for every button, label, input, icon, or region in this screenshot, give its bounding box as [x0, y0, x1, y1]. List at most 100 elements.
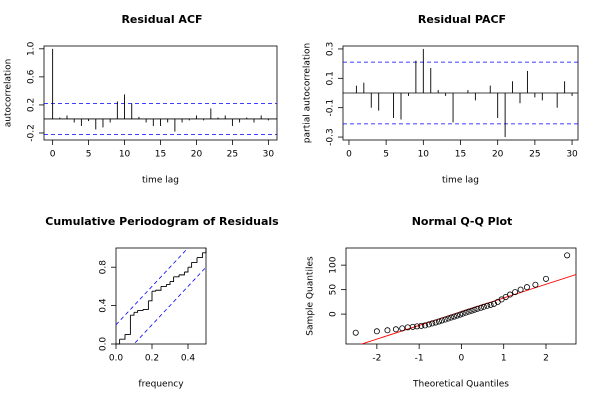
x-axis-label: Theoretical Quantiles — [412, 380, 509, 390]
x-tick-label: -2 — [372, 354, 381, 364]
step-segment — [143, 300, 149, 310]
point — [352, 329, 359, 336]
step-segment — [116, 339, 121, 345]
y-tick-label: 0.3 — [326, 42, 336, 56]
point — [517, 286, 524, 293]
y-tick-label: 0.0 — [99, 337, 109, 352]
x-tick-label: -1 — [415, 354, 424, 364]
x-tick-label: 10 — [119, 150, 131, 160]
x-tick-label: 0 — [346, 150, 352, 160]
point — [399, 325, 406, 332]
x-tick-label: 5 — [86, 150, 92, 160]
x-tick-label: 10 — [418, 150, 430, 160]
panel-title: Residual PACF — [418, 13, 506, 26]
point — [438, 317, 445, 324]
point — [457, 311, 464, 318]
point — [454, 312, 461, 319]
y-tick-label: 0.6 — [27, 69, 37, 84]
point — [429, 320, 436, 327]
x-tick-label: 2 — [543, 354, 549, 364]
step-segment — [191, 257, 198, 263]
x-tick-label: 0.4 — [181, 354, 196, 364]
point — [474, 305, 481, 312]
point — [468, 307, 475, 314]
panel: Normal Q-Q Plot Theoretical Quantiles Samp… — [306, 215, 577, 390]
x-tick-label: 30 — [263, 150, 275, 160]
step-segment — [161, 284, 167, 287]
x-tick-label: 25 — [529, 150, 540, 160]
y-tick-label: 0.1 — [326, 71, 336, 85]
y-tick-label: -0.1 — [326, 99, 336, 117]
x-tick-label: 25 — [227, 150, 238, 160]
point — [373, 328, 380, 335]
panel-title: Residual ACF — [121, 13, 202, 26]
point — [484, 302, 491, 309]
point — [523, 284, 530, 291]
step-segment — [179, 272, 185, 276]
panel: Residual PACF time lag partial autocorrela… — [303, 13, 579, 186]
point — [409, 323, 416, 330]
point — [477, 304, 484, 311]
point — [414, 323, 421, 330]
x-tick-label: 15 — [455, 150, 466, 160]
plot-box — [115, 247, 207, 345]
step-segment — [119, 334, 126, 340]
point — [542, 275, 549, 282]
point — [451, 313, 458, 320]
y-tick-label: 50 — [329, 284, 339, 296]
y-tick-label: -0.3 — [326, 128, 336, 146]
step-segment — [202, 248, 207, 254]
point — [532, 281, 539, 288]
step-segment — [130, 312, 135, 316]
step-segment — [125, 315, 131, 335]
confidence-line — [116, 248, 189, 326]
step-segment — [137, 309, 144, 311]
point — [564, 252, 571, 259]
y-tick-label: 0 — [329, 311, 339, 317]
point — [445, 315, 452, 322]
y-axis-label: partial autocorrelation — [303, 43, 313, 143]
x-tick-label: 0.2 — [145, 354, 159, 364]
x-tick-label: 0.0 — [109, 354, 124, 364]
point — [507, 291, 514, 298]
plot-box — [345, 247, 577, 345]
y-axis-label: Sample Quantiles — [306, 256, 316, 336]
point — [422, 322, 429, 329]
y-tick-label: 0.4 — [99, 298, 109, 313]
point — [459, 310, 466, 317]
point — [384, 327, 391, 334]
x-tick-label: 5 — [383, 150, 389, 160]
point — [490, 300, 497, 307]
point — [418, 322, 425, 329]
x-tick-label: 20 — [191, 150, 203, 160]
y-tick-label: -0.2 — [27, 124, 37, 142]
confidence-line — [133, 266, 206, 344]
point — [392, 326, 399, 333]
step-segment — [170, 276, 175, 283]
point — [432, 319, 439, 326]
x-axis-label: time lag — [442, 176, 479, 186]
step-segment — [197, 252, 203, 259]
panel: Cumulative Periodogram of Residuals frequ… — [45, 215, 279, 390]
point — [471, 306, 478, 313]
point — [487, 301, 494, 308]
panel-title: Normal Q-Q Plot — [412, 215, 513, 228]
step-segment — [184, 267, 189, 273]
point — [462, 309, 469, 316]
step-segment — [152, 290, 157, 292]
step-segment — [134, 310, 139, 313]
point — [436, 318, 443, 325]
x-axis-label: frequency — [138, 380, 184, 390]
step-segment — [155, 286, 162, 291]
step-segment — [148, 291, 153, 302]
clip-group — [116, 248, 206, 344]
x-tick-label: 1 — [501, 354, 507, 364]
x-tick-label: 30 — [566, 150, 578, 160]
step-segment — [166, 281, 171, 285]
x-tick-label: 0 — [50, 150, 56, 160]
point — [480, 303, 487, 310]
panel: Residual ACF time lag autocorrelation 0 5 10 1… — [4, 13, 278, 186]
step-segment — [188, 262, 193, 268]
point — [442, 316, 449, 323]
x-tick-label: 0 — [459, 354, 465, 364]
